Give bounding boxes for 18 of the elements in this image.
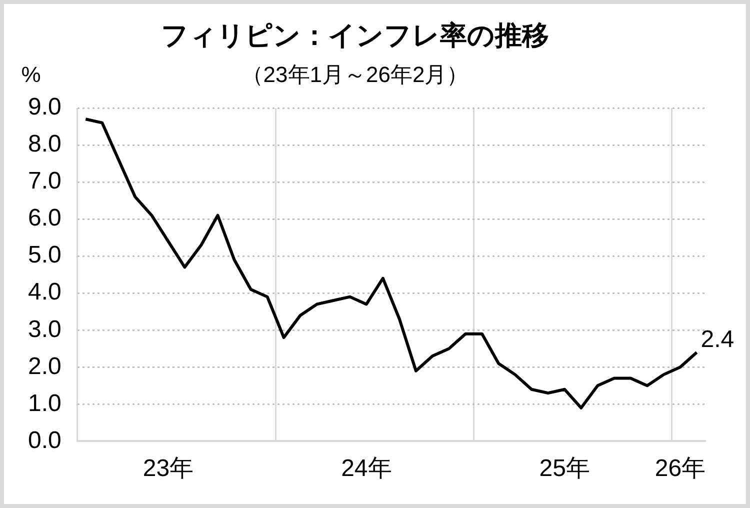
chart-subtitle: （23年1月～26年2月） [241, 62, 469, 88]
x-tick-label: 25年 [539, 455, 590, 482]
y-axis-title: % [21, 62, 41, 88]
y-tick-label: 2.0 [28, 352, 62, 380]
y-tick-label: 1.0 [28, 390, 62, 417]
y-tick-label: 9.0 [28, 94, 62, 121]
y-tick-label: 4.0 [28, 278, 62, 306]
x-tick-label: 23年 [142, 455, 194, 482]
x-tick-label: 26年 [654, 455, 706, 482]
data-label: 2.4 [700, 326, 734, 353]
y-tick-label: 7.0 [28, 168, 62, 195]
y-tick-label: 8.0 [28, 130, 62, 158]
y-tick-label: 5.0 [28, 242, 62, 269]
y-tick-label: 0.0 [28, 426, 62, 454]
x-tick-label: 24年 [341, 455, 392, 482]
y-tick-label: 6.0 [28, 204, 62, 232]
chart-title: フィリピン：インフレ率の推移 [161, 20, 549, 50]
y-tick-label: 3.0 [28, 316, 62, 343]
